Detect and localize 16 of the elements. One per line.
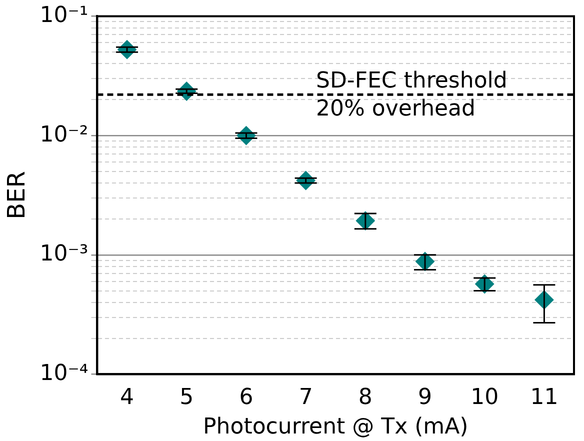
x-tick-label: 10 (470, 385, 499, 410)
ref-line-label: SD-FEC threshold (316, 68, 508, 94)
x-axis-title: Photocurrent @ Tx (mA) (203, 414, 468, 440)
x-tick-label: 5 (180, 385, 194, 410)
y-tick-label: 10⁻¹ (40, 2, 88, 28)
x-tick-label: 7 (298, 385, 313, 410)
annotation: 20% overhead (316, 96, 476, 122)
x-tick-label: 11 (530, 385, 558, 410)
y-tick-label: 10⁻² (40, 122, 88, 148)
x-tick-label: 8 (358, 385, 372, 410)
x-tick-label: 9 (418, 385, 432, 410)
x-tick-label: 6 (239, 385, 254, 410)
y-axis-title: BER (2, 171, 31, 220)
y-tick-label: 10⁻³ (40, 242, 88, 267)
y-tick-label: 10⁻⁴ (40, 360, 88, 386)
x-tick-label: 4 (120, 385, 134, 410)
